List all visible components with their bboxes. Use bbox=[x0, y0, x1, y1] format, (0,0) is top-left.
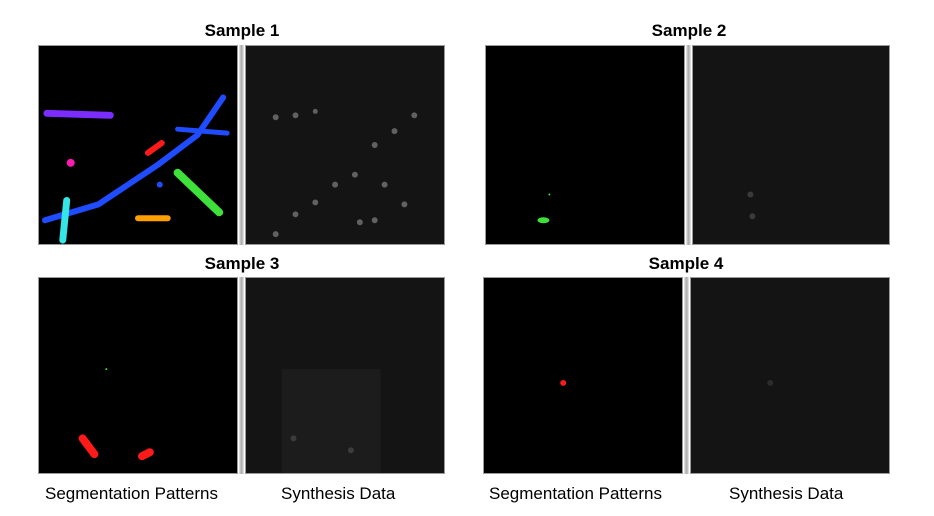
sample-1-segmentation-image bbox=[38, 45, 238, 245]
sample-3-title: Sample 3 bbox=[204, 254, 280, 273]
sample-4-title: Sample 4 bbox=[648, 254, 724, 273]
sample-2-segmentation-image bbox=[485, 45, 685, 245]
red-blob-right bbox=[138, 448, 154, 461]
red-segment bbox=[144, 140, 165, 156]
blue-segment-branch bbox=[175, 126, 230, 136]
caption-synthesis-left: Synthesis Data bbox=[281, 484, 396, 503]
sample-1-title: Sample 1 bbox=[204, 21, 280, 40]
sample-4-segmentation-image bbox=[483, 277, 683, 474]
blue-segment bbox=[41, 94, 227, 224]
caption-segmentation-right: Segmentation Patterns bbox=[489, 484, 662, 503]
purple-segment bbox=[43, 109, 114, 119]
caption-segmentation-left: Segmentation Patterns bbox=[45, 484, 218, 503]
sample-3-synthesis-image bbox=[245, 277, 445, 474]
blue-dot bbox=[156, 181, 163, 188]
red-dot bbox=[560, 379, 567, 386]
cyan-segment bbox=[59, 196, 71, 244]
green-segment bbox=[173, 168, 224, 217]
green-blob bbox=[537, 217, 550, 224]
magenta-dot bbox=[66, 158, 75, 167]
sample-1-synthesis-image bbox=[245, 45, 445, 245]
sample-2-title: Sample 2 bbox=[651, 21, 727, 40]
caption-synthesis-right: Synthesis Data bbox=[729, 484, 844, 503]
sample-4-synthesis-image bbox=[690, 277, 890, 474]
sample-3-segmentation-image bbox=[38, 277, 238, 474]
sample-2-synthesis-image bbox=[692, 45, 890, 245]
red-blob-left bbox=[78, 434, 99, 459]
